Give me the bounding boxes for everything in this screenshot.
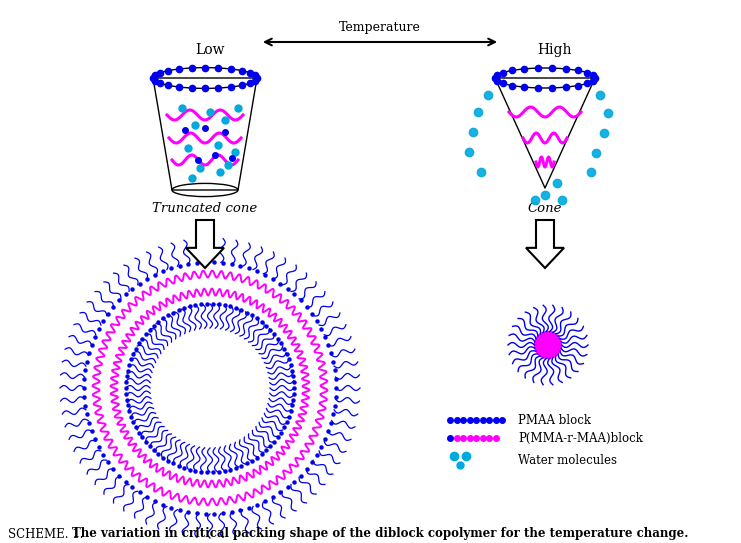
Circle shape (534, 331, 562, 358)
Text: Low: Low (195, 43, 225, 57)
Polygon shape (186, 220, 224, 268)
Polygon shape (526, 220, 564, 268)
Text: The variation in critical packing shape of the diblock copolymer for the tempera: The variation in critical packing shape … (72, 527, 688, 540)
Text: PMAA block: PMAA block (518, 414, 591, 426)
Text: Truncated cone: Truncated cone (153, 201, 258, 214)
Text: SCHEME. 1.: SCHEME. 1. (8, 527, 84, 540)
Text: P(MMA-r-MAA)block: P(MMA-r-MAA)block (518, 432, 643, 445)
Text: Water molecules: Water molecules (518, 453, 617, 466)
Text: Cone: Cone (528, 201, 562, 214)
Text: High: High (538, 43, 572, 57)
Text: Temperature: Temperature (339, 22, 421, 35)
